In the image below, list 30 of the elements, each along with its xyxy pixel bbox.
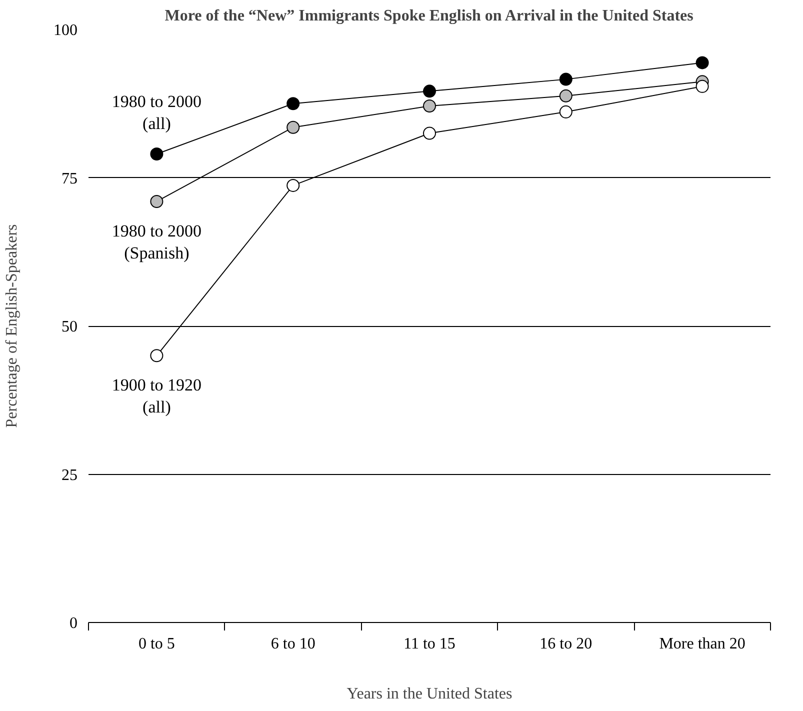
point — [423, 126, 436, 140]
series-label: 1980 to 2000 (all) — [112, 92, 202, 134]
point — [286, 120, 300, 134]
chart-title: More of the “New” Immigrants Spoke English on Arrival in the United States — [164, 8, 694, 24]
point — [559, 89, 572, 102]
x-axis-title: Years in the United States — [346, 686, 512, 702]
point — [286, 97, 300, 110]
point — [423, 100, 436, 112]
y-tick-label: 50 — [62, 318, 78, 336]
y-tick-label: 100 — [54, 22, 78, 39]
x-tick-label: 16 to 20 — [540, 636, 592, 652]
point — [286, 178, 300, 192]
point — [559, 105, 572, 118]
point — [150, 349, 164, 362]
point — [150, 194, 164, 208]
x-tick-label: 6 to 10 — [270, 636, 316, 652]
point — [150, 148, 164, 161]
point — [559, 72, 572, 86]
point — [696, 56, 709, 70]
x-tick-label: 0 to 5 — [138, 636, 175, 652]
y-tick-label: 75 — [62, 170, 78, 188]
text: 1900 to 1920 (all) — [112, 376, 202, 417]
point — [423, 84, 436, 98]
y-tick-label: 0 — [70, 615, 78, 632]
point — [696, 80, 709, 93]
text: 1980 to 2000 (Spanish) — [112, 221, 202, 262]
x-tick-label: 11 to 15 — [404, 636, 456, 652]
y-axis-title: Percentage of English-Speakers — [4, 224, 20, 428]
y-tick-label: 25 — [62, 466, 78, 484]
x-tick-label: More than 20 — [659, 636, 746, 652]
